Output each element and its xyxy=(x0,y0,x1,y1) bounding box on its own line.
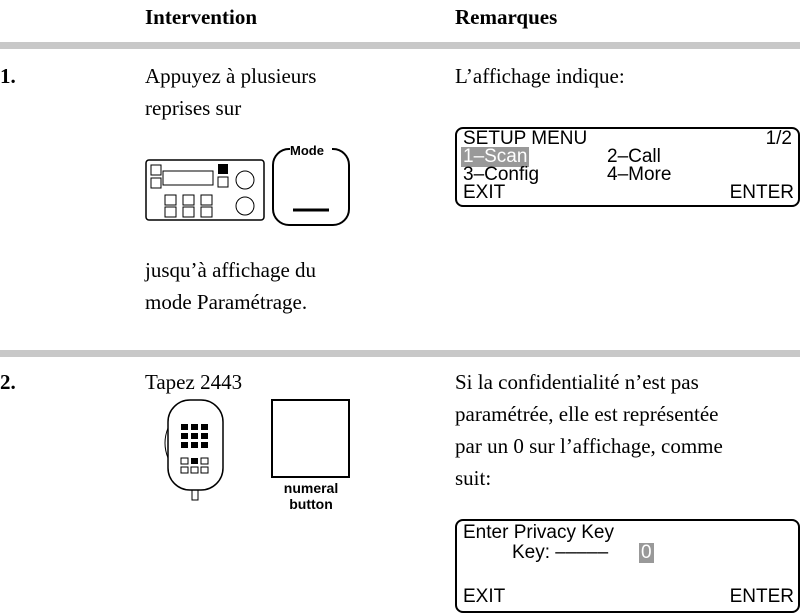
text: Tapez 2443 xyxy=(145,370,243,394)
display-text: 1/2 xyxy=(765,128,792,149)
display-text: Key: ––––– xyxy=(512,542,609,563)
step-number: 2. xyxy=(0,370,16,394)
display-text: Enter Privacy Key xyxy=(463,522,614,543)
display-text: 0 xyxy=(639,542,654,563)
text: Si la confidentialité n’est pas xyxy=(455,370,699,394)
display-text: 4–More xyxy=(607,164,672,185)
text: Appuyez à plusieurs xyxy=(145,64,317,88)
display-text: ENTER xyxy=(729,182,794,203)
button-label: Mode xyxy=(290,143,324,158)
text: par un 0 sur l’affichage, comme xyxy=(455,434,723,458)
text: L’affichage indique: xyxy=(455,64,625,88)
handset-illustration xyxy=(164,399,350,501)
display-text: 3–Config xyxy=(463,164,540,185)
text: mode Paramétrage. xyxy=(145,290,308,314)
display: Enter Privacy Key Key: ––––– 0 EXIT ENTE… xyxy=(455,519,800,613)
column-header: Remarques xyxy=(455,5,558,29)
display-text: 2–Call xyxy=(607,146,661,167)
button-label: numeral button xyxy=(283,480,339,512)
text: paramétrée, elle est représentée xyxy=(455,402,719,426)
display-text: 1–Scan xyxy=(461,146,530,167)
display-text: SETUP MENU xyxy=(463,128,588,149)
display-text: ENTER xyxy=(729,586,794,607)
separator xyxy=(0,42,800,49)
radio-illustration xyxy=(145,142,350,226)
text: jusqu’à affichage du xyxy=(145,258,317,282)
display-text: EXIT xyxy=(463,586,506,607)
column-header: Intervention xyxy=(145,5,257,29)
display-text: EXIT xyxy=(463,182,506,203)
separator xyxy=(0,350,800,357)
step-number: 1. xyxy=(0,64,16,88)
text: reprises sur xyxy=(145,96,242,120)
display: SETUP MENU 1/2 1–Scan 2–Call 3–Config 4–… xyxy=(455,127,800,207)
text: suit: xyxy=(455,466,492,490)
